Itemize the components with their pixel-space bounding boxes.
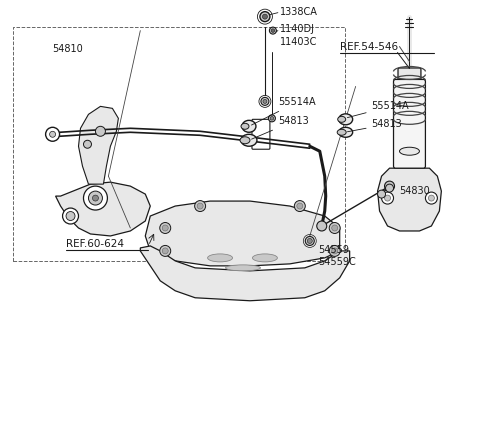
Circle shape xyxy=(263,14,267,19)
Circle shape xyxy=(384,195,391,201)
Ellipse shape xyxy=(252,254,277,262)
Ellipse shape xyxy=(399,147,420,155)
Ellipse shape xyxy=(240,137,250,144)
Circle shape xyxy=(329,245,340,256)
Circle shape xyxy=(385,184,394,192)
Circle shape xyxy=(294,201,305,211)
Polygon shape xyxy=(145,201,340,266)
Circle shape xyxy=(382,192,394,204)
Text: 54559: 54559 xyxy=(318,245,349,255)
Ellipse shape xyxy=(241,134,257,146)
Ellipse shape xyxy=(208,254,232,262)
Ellipse shape xyxy=(338,116,346,122)
Ellipse shape xyxy=(337,129,346,135)
Circle shape xyxy=(269,27,276,34)
Circle shape xyxy=(93,195,98,201)
FancyBboxPatch shape xyxy=(394,79,425,168)
Text: 55514A: 55514A xyxy=(252,97,315,125)
Circle shape xyxy=(425,192,437,204)
Circle shape xyxy=(317,221,327,231)
Text: 54813: 54813 xyxy=(348,120,402,132)
Text: 54810: 54810 xyxy=(53,44,84,54)
Polygon shape xyxy=(378,168,442,231)
Text: 55514A: 55514A xyxy=(348,101,409,118)
Circle shape xyxy=(66,211,75,220)
Polygon shape xyxy=(79,106,119,184)
Circle shape xyxy=(162,248,168,254)
Text: 1140DJ: 1140DJ xyxy=(280,24,315,33)
Ellipse shape xyxy=(226,265,261,271)
Text: 11403C: 11403C xyxy=(280,37,317,46)
Circle shape xyxy=(84,186,108,210)
Polygon shape xyxy=(140,246,349,301)
Text: REF.54-546: REF.54-546 xyxy=(340,41,398,52)
Circle shape xyxy=(88,191,102,205)
Circle shape xyxy=(261,97,269,105)
Text: 54830: 54830 xyxy=(399,186,430,196)
Circle shape xyxy=(307,239,312,244)
Circle shape xyxy=(297,203,303,209)
Text: 54813: 54813 xyxy=(252,116,309,139)
Circle shape xyxy=(263,99,267,103)
Circle shape xyxy=(332,225,338,231)
Circle shape xyxy=(160,223,171,233)
Circle shape xyxy=(332,248,338,254)
Circle shape xyxy=(378,190,385,198)
Ellipse shape xyxy=(241,123,249,129)
Circle shape xyxy=(84,140,92,148)
Circle shape xyxy=(384,181,395,191)
Circle shape xyxy=(96,126,106,136)
Circle shape xyxy=(162,225,168,231)
Text: 54559C: 54559C xyxy=(318,257,356,267)
Text: REF.60-624: REF.60-624 xyxy=(66,239,123,249)
Circle shape xyxy=(271,29,275,33)
Circle shape xyxy=(329,223,340,233)
Circle shape xyxy=(195,201,205,211)
Circle shape xyxy=(260,12,270,21)
Text: 1338CA: 1338CA xyxy=(280,7,318,17)
Circle shape xyxy=(429,195,434,201)
Circle shape xyxy=(268,115,276,122)
Ellipse shape xyxy=(339,114,353,125)
Circle shape xyxy=(49,131,56,137)
Circle shape xyxy=(305,236,314,245)
Circle shape xyxy=(62,208,79,224)
Circle shape xyxy=(160,245,171,256)
Circle shape xyxy=(270,116,274,120)
Circle shape xyxy=(197,203,203,209)
Polygon shape xyxy=(56,182,150,236)
Ellipse shape xyxy=(242,120,256,132)
FancyBboxPatch shape xyxy=(398,68,421,83)
Circle shape xyxy=(46,127,60,141)
Ellipse shape xyxy=(339,127,353,137)
